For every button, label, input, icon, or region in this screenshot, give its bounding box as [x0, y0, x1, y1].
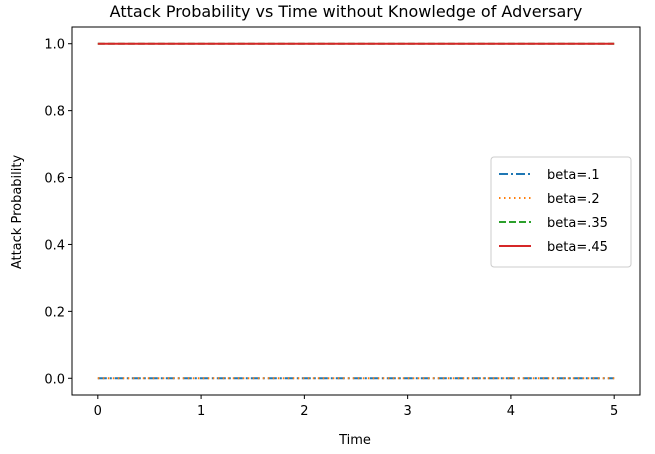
y-tick-label: 0.4 — [44, 238, 65, 253]
x-axis-label: Time — [338, 433, 371, 448]
y-tick-label: 1.0 — [44, 38, 65, 53]
x-tick-label: 1 — [197, 404, 205, 419]
y-tick-label: 0.2 — [44, 305, 65, 320]
legend-label: beta=.1 — [547, 168, 600, 183]
legend-label: beta=.35 — [547, 216, 608, 231]
legend: beta=.1 beta=.2 beta=.35 beta=.45 — [490, 156, 632, 268]
legend-box — [490, 156, 632, 268]
y-tick-label: 0.8 — [44, 105, 65, 120]
x-tick-label: 5 — [610, 404, 618, 419]
plot-area: 0 1 2 3 4 5 0.0 0.2 0.4 0.6 0.8 1.0 — [44, 26, 641, 419]
y-tick-label: 0.0 — [44, 372, 65, 387]
chart-title: Attack Probability vs Time without Knowl… — [110, 2, 583, 21]
legend-label: beta=.2 — [547, 192, 600, 207]
x-tick-label: 2 — [300, 404, 308, 419]
plot-frame — [71, 26, 641, 396]
y-tick-label: 0.6 — [44, 172, 65, 187]
x-tick-label: 4 — [507, 404, 515, 419]
x-tick-label: 0 — [94, 404, 102, 419]
legend-label: beta=.45 — [547, 240, 608, 255]
y-axis-label: Attack Probability — [10, 155, 25, 270]
x-tick-label: 3 — [403, 404, 411, 419]
